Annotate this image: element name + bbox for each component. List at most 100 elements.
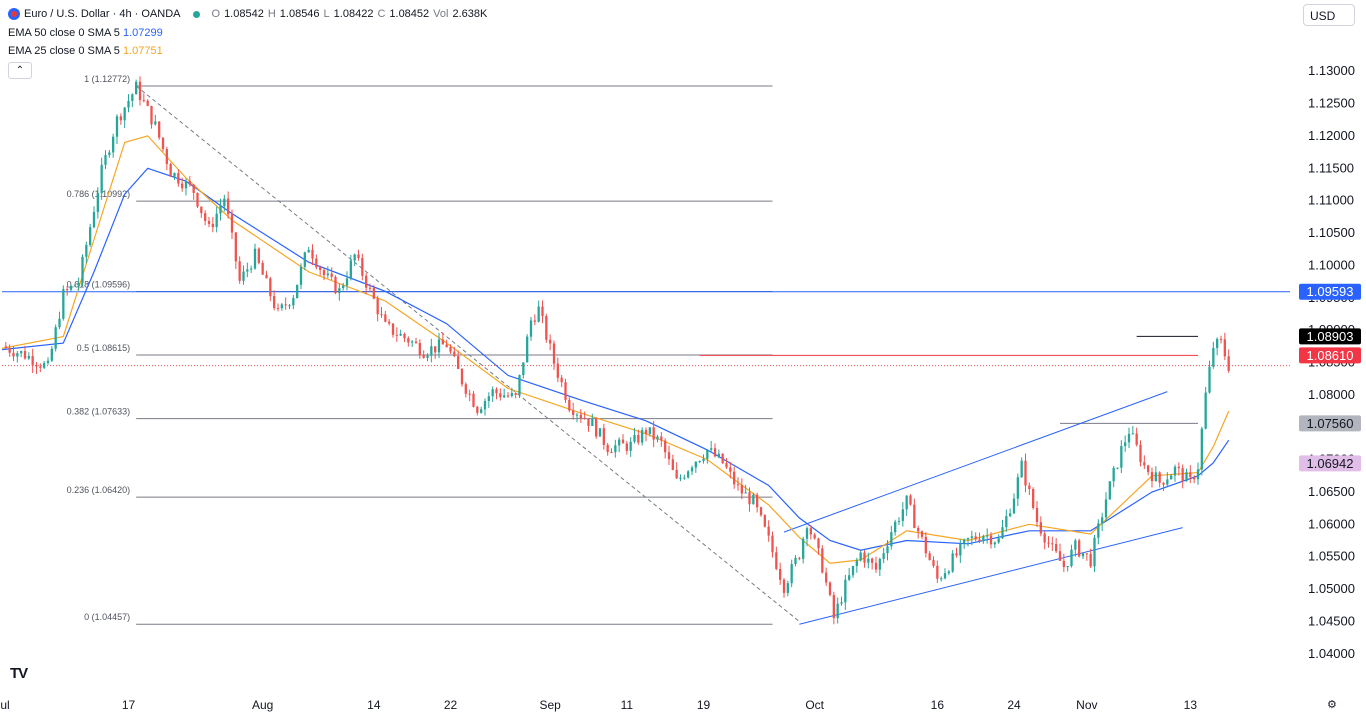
candle-body bbox=[307, 249, 310, 253]
candle-body bbox=[457, 356, 460, 369]
price-tag-label: 1.07560 bbox=[1307, 416, 1354, 431]
fib-level-label: 0.5 (1.08615) bbox=[77, 343, 131, 353]
candle-body bbox=[89, 227, 92, 245]
candle-body bbox=[905, 495, 908, 510]
candle-body bbox=[184, 181, 188, 189]
candle-body bbox=[867, 558, 870, 563]
candle-body bbox=[836, 603, 839, 619]
candle-body bbox=[671, 459, 674, 470]
candle-body bbox=[598, 428, 602, 437]
candle-body bbox=[756, 494, 759, 508]
candle-body bbox=[1093, 537, 1096, 567]
candle-body bbox=[729, 467, 732, 472]
candle-body bbox=[1001, 527, 1004, 539]
x-tick-label: Aug bbox=[252, 698, 273, 712]
candle-body bbox=[1173, 466, 1177, 476]
price-tag-box bbox=[1299, 328, 1361, 345]
price-tag-box bbox=[1299, 283, 1361, 300]
candle-body bbox=[901, 509, 904, 521]
candle-body bbox=[1097, 523, 1100, 538]
x-tick-label: 13 bbox=[1184, 698, 1198, 712]
price-tag-box bbox=[1299, 415, 1361, 432]
candle-body bbox=[242, 271, 245, 281]
candle-body bbox=[552, 343, 556, 364]
candle-body bbox=[253, 248, 257, 269]
volume-key: Vol bbox=[433, 8, 449, 20]
candle-body bbox=[81, 256, 84, 283]
candle-body bbox=[380, 314, 383, 316]
currency-select[interactable]: USD bbox=[1303, 4, 1355, 26]
candle-body bbox=[1085, 553, 1088, 555]
candle-body bbox=[246, 269, 249, 272]
candle-body bbox=[376, 298, 379, 315]
tradingview-logo[interactable]: TV bbox=[10, 665, 28, 682]
candle-body bbox=[319, 267, 322, 271]
symbol-legend: Euro / U.S. Dollar · 4h · OANDA O 1.08542… bbox=[8, 8, 487, 20]
candle-body bbox=[4, 346, 7, 348]
candle-body bbox=[445, 344, 448, 348]
ohlc-high-key: H bbox=[267, 8, 276, 20]
volume-value: 2.638K bbox=[452, 8, 488, 20]
candle-body bbox=[736, 484, 740, 486]
candle-body bbox=[579, 414, 582, 418]
candle-body bbox=[618, 439, 621, 446]
candle-body bbox=[414, 341, 418, 344]
price-tag-box bbox=[1299, 347, 1361, 364]
candle-body bbox=[62, 289, 65, 319]
candle-body bbox=[1039, 522, 1042, 534]
candle-body bbox=[721, 453, 724, 464]
ohlc-close-key: C bbox=[377, 8, 386, 20]
ema50-value: 1.07299 bbox=[122, 27, 163, 39]
ema25-legend[interactable]: EMA 25 close 0 SMA 5 1.07751 bbox=[8, 45, 163, 57]
candle-body bbox=[740, 485, 743, 494]
candle-body bbox=[549, 339, 552, 344]
candle-body bbox=[886, 546, 889, 554]
candle-body bbox=[595, 418, 598, 437]
candle-body bbox=[92, 211, 96, 228]
candle-body bbox=[85, 244, 88, 257]
candle-body bbox=[890, 532, 893, 547]
symbol-title[interactable]: Euro / U.S. Dollar · 4h · OANDA bbox=[24, 8, 181, 20]
candle-body bbox=[119, 116, 122, 121]
candle-body bbox=[426, 355, 429, 358]
y-tick-label: 1.08000 bbox=[1308, 387, 1355, 402]
candle-body bbox=[759, 507, 763, 516]
candle-body bbox=[802, 538, 805, 559]
y-tick-label: 1.11000 bbox=[1308, 193, 1354, 208]
candle-body bbox=[1150, 472, 1154, 482]
candle-body bbox=[955, 553, 958, 556]
candle-body bbox=[641, 429, 644, 443]
collapse-legend-button[interactable]: ⌃ bbox=[8, 62, 32, 79]
candle-body bbox=[648, 427, 651, 435]
candle-body bbox=[476, 406, 479, 413]
channel-lower-line bbox=[799, 527, 1183, 625]
candle-body bbox=[35, 365, 38, 367]
candle-body bbox=[1005, 516, 1008, 528]
candle-body bbox=[418, 343, 421, 356]
candle-body bbox=[154, 121, 157, 125]
candle-body bbox=[828, 582, 832, 595]
candle-body bbox=[257, 248, 260, 263]
candle-body bbox=[863, 552, 866, 563]
candle-body bbox=[656, 436, 659, 440]
ema50-legend[interactable]: EMA 50 close 0 SMA 5 1.07299 bbox=[8, 27, 163, 39]
candle-body bbox=[472, 393, 475, 407]
candle-body bbox=[974, 536, 977, 540]
candle-body bbox=[744, 492, 747, 494]
candle-body bbox=[196, 192, 199, 207]
candle-body bbox=[437, 339, 441, 353]
candle-body bbox=[403, 333, 406, 339]
candle-body bbox=[1177, 466, 1180, 469]
candle-body bbox=[173, 172, 176, 177]
gear-icon[interactable]: ⚙ bbox=[1327, 699, 1337, 711]
candle-body bbox=[809, 528, 812, 535]
candle-body bbox=[1058, 551, 1062, 561]
candle-body bbox=[978, 539, 981, 542]
candle-body bbox=[20, 351, 23, 354]
candle-body bbox=[487, 396, 490, 401]
candle-body bbox=[1009, 513, 1012, 517]
candle-body bbox=[537, 306, 540, 322]
candle-body bbox=[1181, 468, 1184, 482]
candle-body bbox=[1127, 433, 1131, 443]
